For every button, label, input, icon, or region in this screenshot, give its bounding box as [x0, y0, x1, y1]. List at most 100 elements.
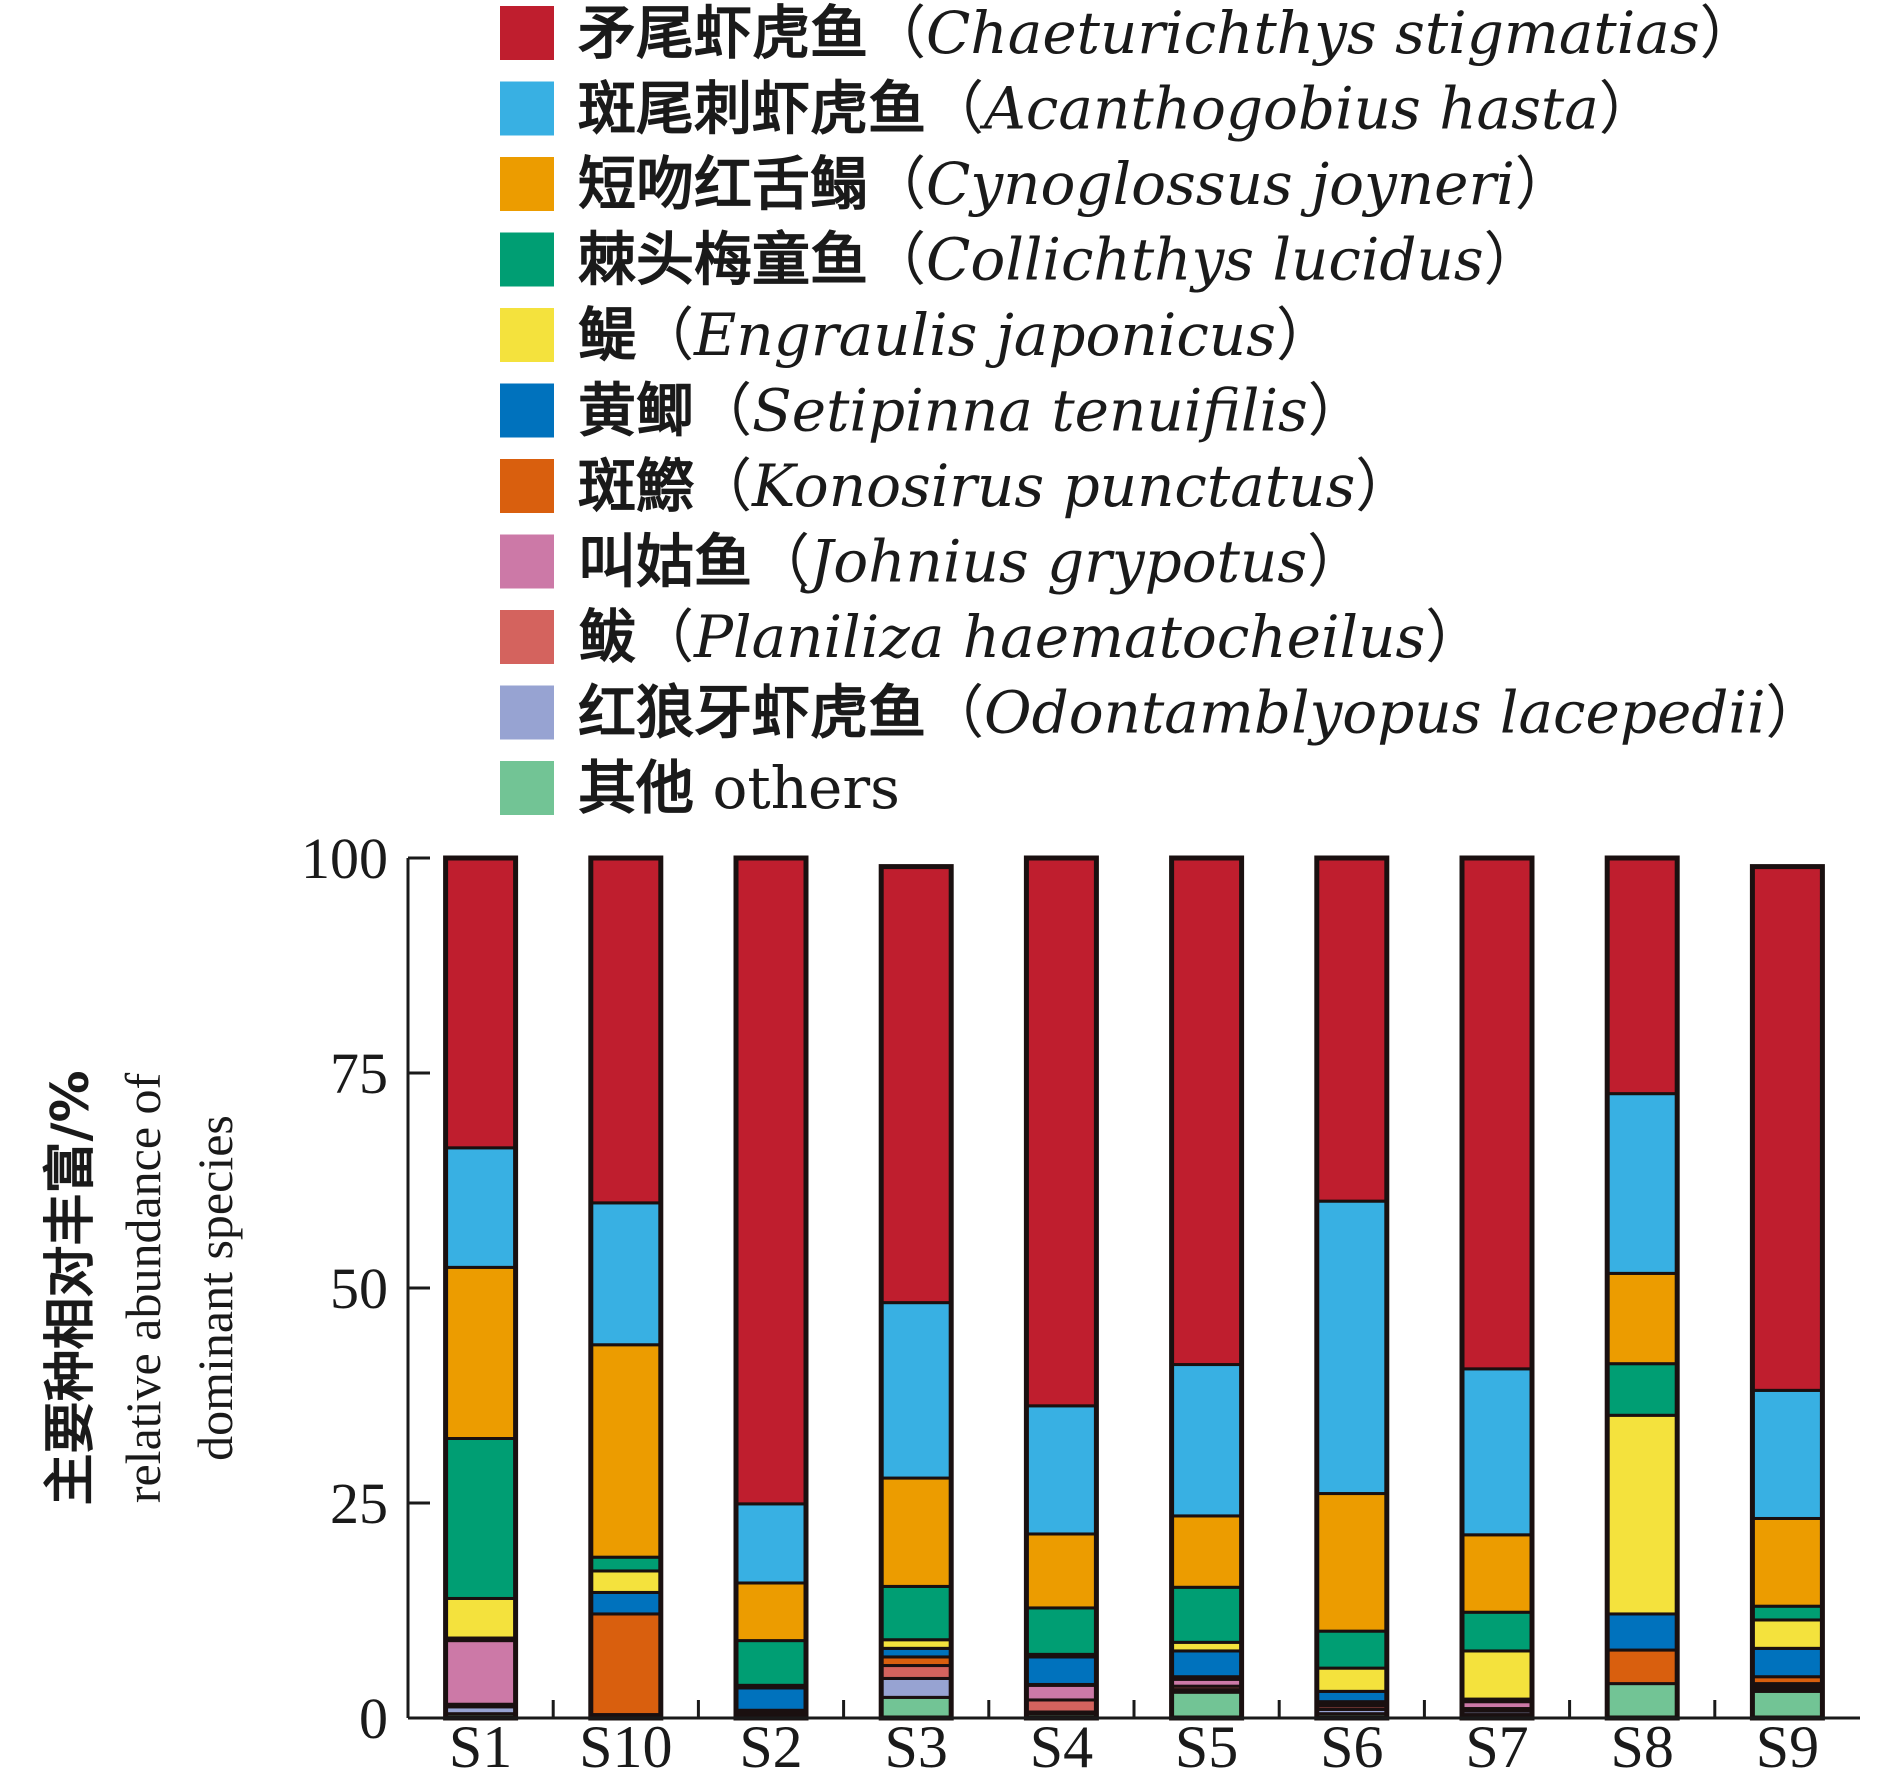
legend-swatch	[500, 81, 554, 136]
bar-segment	[1605, 1612, 1679, 1652]
bar-segment	[1605, 1271, 1679, 1366]
legend-swatch	[500, 6, 554, 60]
bar-segment	[589, 1343, 663, 1559]
bar-segment	[1605, 1682, 1679, 1720]
bar-segment	[879, 1676, 953, 1699]
legend-item: 棘头梅童鱼（Collichthys lucidus）	[500, 226, 1542, 294]
bar-stack-s4	[1023, 855, 1099, 1721]
bar-segment	[734, 1581, 808, 1643]
x-tick-label: S8	[1611, 1714, 1674, 1780]
legend-item: 黄鲫（Setipinna tenuifilis）	[500, 377, 1366, 445]
x-tick-label: S7	[1465, 1714, 1528, 1780]
bar-segment	[1750, 1618, 1824, 1650]
legend-label-cn: 鳀	[578, 301, 637, 369]
legend-label-cn: 黄鲫	[578, 377, 694, 445]
y-axis-label-line: dominant species	[187, 1115, 243, 1461]
legend-label-cn: 鲅	[578, 603, 636, 671]
bar-stack-s5	[1169, 855, 1245, 1721]
bar-segment	[1024, 1532, 1098, 1610]
bar-segment	[589, 1555, 663, 1573]
bar-segment	[1750, 1646, 1824, 1679]
legend-label-cn: 其他	[578, 754, 694, 822]
legend-item: 矛尾虾虎鱼（Chaeturichthys stigmatias）	[500, 0, 1758, 67]
legend-label-latin: Konosirus punctatus	[751, 452, 1355, 520]
bar-segment	[1315, 1689, 1389, 1704]
bar-segment	[1605, 1648, 1679, 1686]
bar-segment	[1024, 1683, 1098, 1702]
legend-label-cn: 红狼牙虾虎鱼	[578, 679, 926, 747]
bar-segment	[444, 1265, 518, 1440]
x-tick-label: S5	[1175, 1714, 1238, 1780]
bar-segment	[734, 1686, 808, 1712]
bar-segment	[1170, 1649, 1244, 1679]
bar-segment	[589, 1612, 663, 1717]
bar-segment	[1315, 1492, 1389, 1633]
bar-segment	[1750, 1604, 1824, 1622]
y-tick-label: 25	[330, 1471, 388, 1536]
x-tick-label: S2	[739, 1714, 802, 1780]
y-axis-label: 主要种相对丰富/% relative abundance of dominant s…	[41, 1070, 243, 1505]
bar-segment	[879, 865, 953, 1305]
y-axis-label-line: relative abundance of	[115, 1072, 171, 1503]
bar-segment	[1170, 1585, 1244, 1644]
legend-item: 红狼牙虾虎鱼（Odontamblyopus lacepedii）	[500, 679, 1824, 747]
bar-segment	[734, 1639, 808, 1687]
bar-segment	[1315, 1666, 1389, 1693]
legend-label: 矛尾虾虎鱼（Chaeturichthys stigmatias）	[578, 0, 1758, 67]
legend-label-latin: Planiliza haematocheilus	[693, 603, 1425, 671]
bar-segment	[444, 856, 518, 1150]
bar-segment	[1460, 1533, 1534, 1614]
bar-segment	[1315, 856, 1389, 1203]
y-tick-label: 100	[301, 826, 388, 891]
bar-stack-s9	[1749, 864, 1825, 1721]
x-tick-label: S9	[1756, 1714, 1819, 1780]
bar-segment	[879, 1301, 953, 1480]
legend-item: 鳀（Engraulis japonicus）	[500, 301, 1334, 369]
legend-label: 黄鲫（Setipinna tenuifilis）	[578, 377, 1366, 445]
bar-segment	[444, 1596, 518, 1640]
legend-item: 斑鰶（Konosirus punctatus）	[500, 452, 1413, 520]
x-tick-label: S4	[1030, 1714, 1093, 1780]
bar-segment	[444, 1639, 518, 1706]
bar-segment	[1315, 1629, 1389, 1670]
legend-label-cn: 短吻红舌鳎	[578, 150, 868, 218]
legend-swatch	[500, 459, 554, 513]
bar-segment	[444, 1146, 518, 1269]
bar-segment	[589, 1201, 663, 1347]
x-tick-label: S1	[449, 1714, 512, 1780]
legend: 矛尾虾虎鱼（Chaeturichthys stigmatias） 斑尾刺虾虎鱼（A…	[500, 0, 1824, 822]
legend-swatch	[500, 232, 554, 287]
bar-segment	[1170, 1363, 1244, 1518]
bar-stack-s3	[878, 864, 954, 1721]
bar-stack-s2	[733, 855, 809, 1721]
bar-stack-s7	[1459, 855, 1535, 1721]
legend-item: 叫姑鱼（Johnius grypotus）	[500, 528, 1365, 596]
legend-item: 短吻红舌鳎（Cynoglossus joyneri）	[500, 150, 1573, 218]
legend-label-latin: Odontamblyopus lacepedii	[984, 679, 1766, 747]
bar-segment	[879, 1664, 953, 1680]
bar-segment	[1460, 1367, 1534, 1537]
bar-segment	[1460, 856, 1534, 1371]
bar-segment	[1605, 1362, 1679, 1417]
legend-label: 短吻红舌鳎（Cynoglossus joyneri）	[578, 150, 1573, 218]
bar-segment	[1315, 1199, 1389, 1496]
legend-label: 鳀（Engraulis japonicus）	[578, 301, 1334, 369]
axes: 0 25 50 75 100 S1 S10 S2 S3 S4 S5 S6 S7 S8 S9	[301, 826, 1860, 1780]
bars	[443, 855, 1825, 1721]
legend-swatch	[500, 157, 554, 211]
y-tick-label: 0	[359, 1686, 388, 1751]
legend-swatch	[500, 610, 554, 664]
bar-segment	[1170, 856, 1244, 1367]
legend-item: 鲅（Planiliza haematocheilus）	[500, 603, 1483, 671]
x-tick-label: S6	[1320, 1714, 1383, 1780]
bar-segment	[444, 1437, 518, 1600]
legend-label-latin: Engraulis japonicus	[693, 301, 1276, 369]
legend-label: 叫姑鱼（Johnius grypotus）	[578, 528, 1365, 596]
legend-swatch	[500, 383, 554, 438]
legend-label-cn: 斑尾刺虾虎鱼	[578, 75, 926, 143]
bar-segment	[1024, 1698, 1098, 1714]
legend-label-cn: 叫姑鱼	[578, 528, 752, 596]
legend-label-cn: 斑鰶	[578, 452, 695, 520]
legend-label: 红狼牙虾虎鱼（Odontamblyopus lacepedii）	[578, 679, 1824, 747]
legend-label-cn: 矛尾虾虎鱼	[578, 0, 868, 67]
